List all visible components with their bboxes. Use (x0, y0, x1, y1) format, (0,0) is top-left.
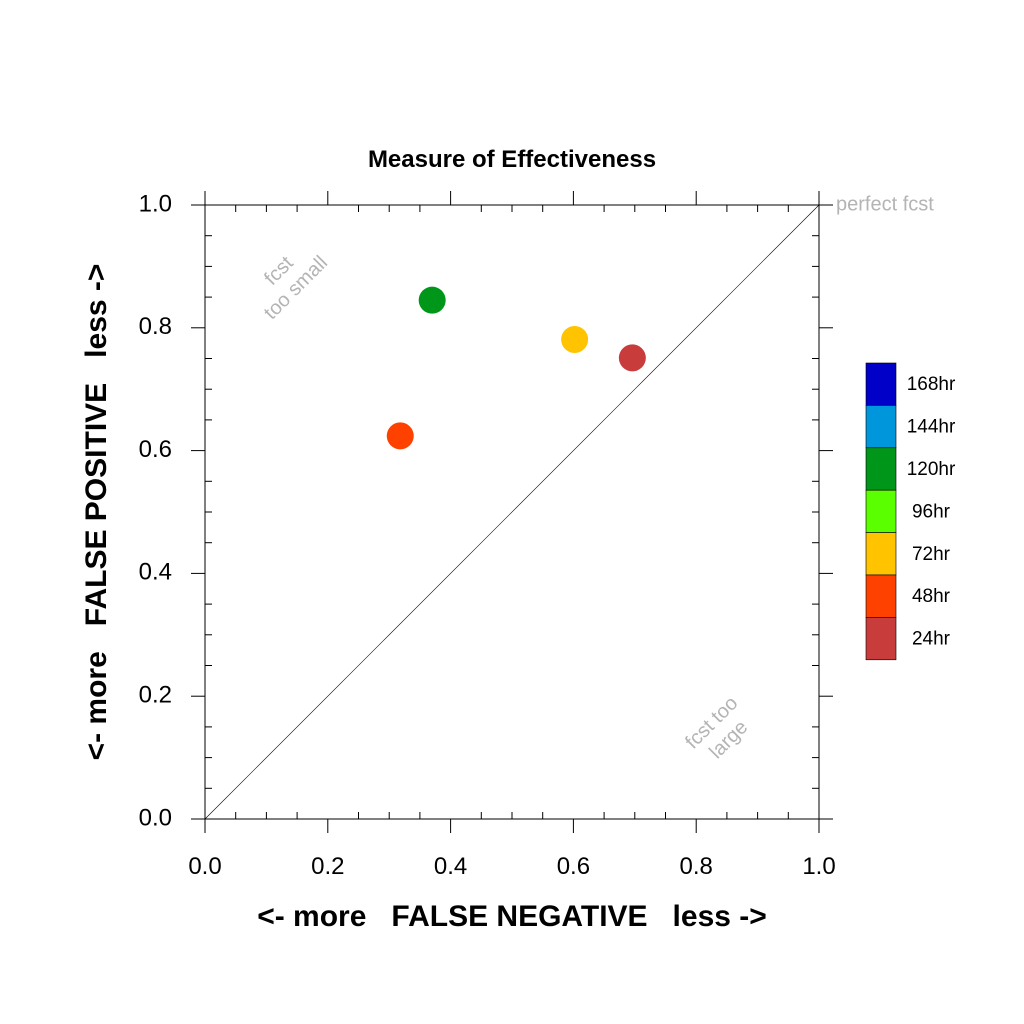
legend-label-120hr: 120hr (907, 459, 956, 480)
y-tick-label: 0.8 (139, 313, 172, 340)
legend: 168hr 144hr 120hr 96hr 72hr 48hr 24hr (865, 362, 956, 661)
x-tick-label: 1.0 (802, 853, 835, 880)
point-24hr (618, 344, 646, 372)
legend-label-24hr: 24hr (912, 629, 951, 650)
y-tick-label: 0.4 (139, 559, 172, 586)
plot-frame (204, 204, 820, 820)
legend-swatch-48hr (865, 574, 897, 618)
x-tick-label: 0.6 (557, 853, 590, 880)
y-axis-label: <- more FALSE POSITIVE less -> (80, 264, 113, 761)
x-axis-label: <- more FALSE NEGATIVE less -> (257, 900, 767, 933)
point-72hr (561, 325, 589, 353)
x-tick-label: 0.0 (188, 853, 221, 880)
legend-label-72hr: 72hr (912, 544, 951, 565)
x-tick-labels: 0.0 0.2 0.4 0.6 0.8 1.0 (188, 853, 835, 880)
legend-swatch-168hr (865, 362, 897, 406)
x-tick-label: 0.2 (311, 853, 344, 880)
perfect-fcst-note: perfect fcst (836, 193, 934, 215)
legend-swatch-24hr (865, 617, 897, 661)
legend-label-168hr: 168hr (907, 374, 956, 395)
perfect-forecast-diagonal (204, 204, 820, 820)
legend-swatch-72hr (865, 532, 897, 576)
axis-ticks (191, 191, 833, 833)
too-large-note: fcst too large (681, 692, 752, 763)
y-tick-label: 0.0 (139, 804, 172, 831)
y-tick-label: 1.0 (139, 190, 172, 217)
too-small-note: fcst too small (260, 252, 332, 324)
x-tick-label: 0.4 (434, 853, 467, 880)
point-48hr (386, 422, 414, 450)
legend-swatch-120hr (865, 447, 897, 491)
legend-label-48hr: 48hr (912, 586, 951, 607)
y-tick-label: 0.2 (139, 682, 172, 709)
y-tick-labels: 0.0 0.2 0.4 0.6 0.8 1.0 (139, 190, 172, 831)
chart-title: Measure of Effectiveness (368, 146, 656, 173)
legend-swatch-96hr (865, 489, 897, 533)
legend-label-96hr: 96hr (912, 501, 951, 522)
x-tick-label: 0.8 (680, 853, 713, 880)
legend-label-144hr: 144hr (907, 417, 956, 438)
legend-swatch-144hr (865, 405, 897, 449)
data-points (386, 286, 646, 450)
y-tick-label: 0.6 (139, 436, 172, 463)
point-120hr (418, 286, 446, 314)
